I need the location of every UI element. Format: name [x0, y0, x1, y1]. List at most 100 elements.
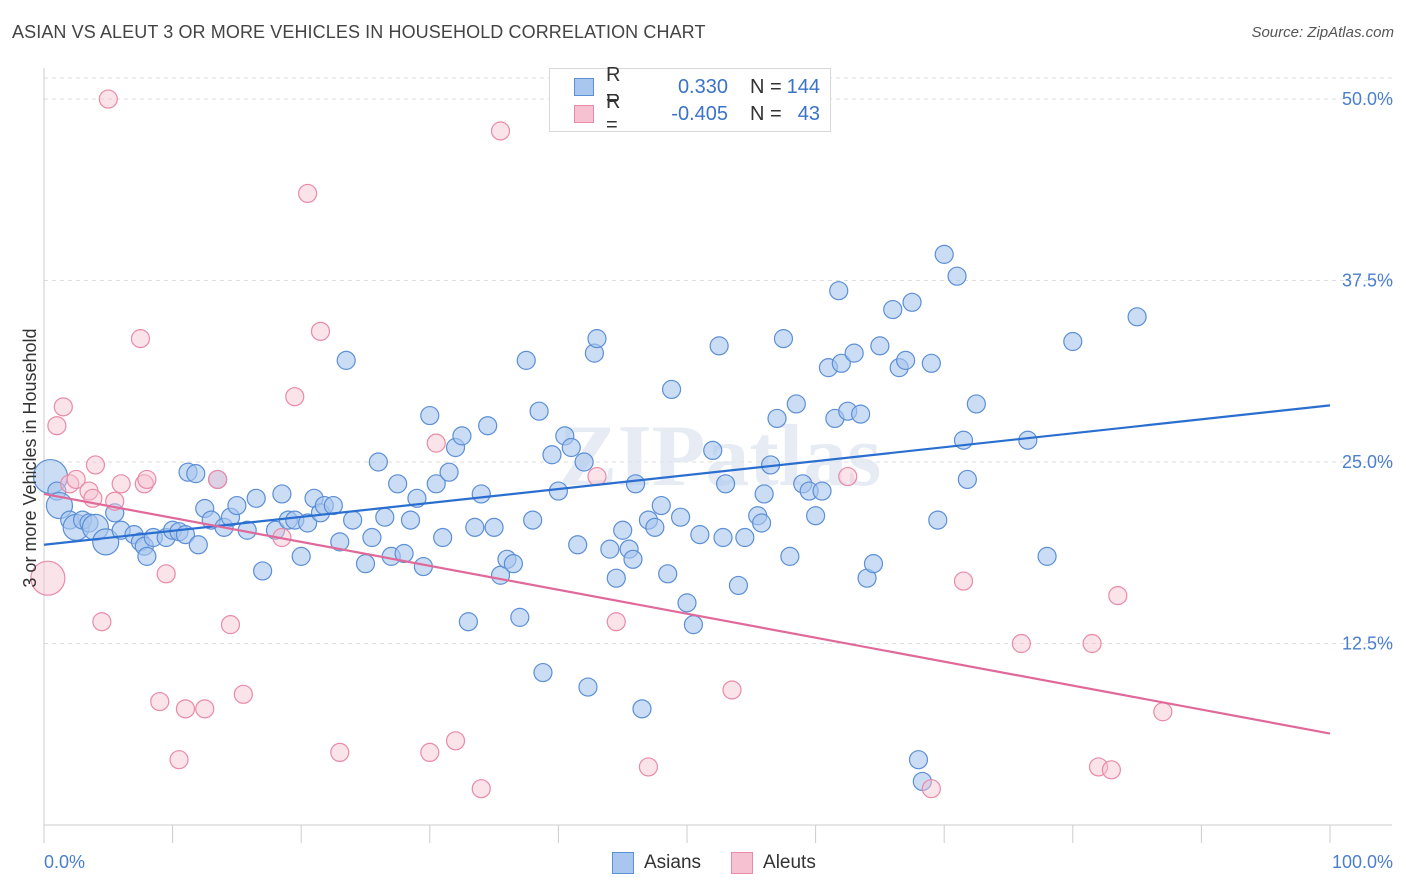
asian-point — [773, 329, 794, 349]
asian-point — [651, 495, 671, 516]
aleut-point — [310, 321, 331, 341]
aleut-point — [426, 433, 446, 453]
aleut-point — [285, 387, 305, 407]
aleut-point — [722, 680, 742, 700]
asian-point — [957, 469, 977, 490]
asian-point — [751, 513, 772, 533]
aleut-point — [169, 750, 189, 770]
legend-n-value: 43 — [797, 102, 820, 125]
aleut-point — [420, 742, 440, 763]
asian-point — [510, 607, 530, 627]
aleut-points — [30, 89, 1173, 799]
legend-r-value: -0.405 — [671, 102, 728, 125]
asian-point — [533, 662, 553, 683]
asian-point — [625, 474, 646, 494]
series-legend: Asians Aleuts — [612, 852, 846, 874]
aleut-legend-swatch — [731, 852, 754, 874]
asian-point — [658, 564, 678, 584]
asian-point — [728, 575, 749, 596]
aleut-point — [195, 699, 215, 719]
asian-point — [632, 699, 652, 719]
aleut-point — [1153, 702, 1173, 722]
asian-point — [458, 612, 478, 632]
asian-point — [272, 484, 292, 504]
asian-point — [703, 440, 723, 461]
asian-point — [433, 527, 453, 548]
asian-point — [186, 464, 206, 484]
asian-point — [966, 394, 986, 414]
aleut-point — [1108, 585, 1128, 606]
asian-point — [523, 510, 543, 530]
legend-n-value: 144 — [786, 75, 820, 98]
asian-point — [600, 539, 620, 559]
asian-point — [870, 336, 890, 356]
asian-point — [670, 507, 691, 527]
asian-point — [503, 554, 523, 574]
asian-point — [805, 506, 826, 526]
aleut-point — [1082, 633, 1102, 654]
y-tick-label: 25.0% — [1342, 452, 1393, 472]
grid-lines — [44, 77, 1392, 645]
asian-point — [831, 353, 851, 373]
aleut-point — [130, 329, 151, 349]
asian-point — [661, 379, 682, 400]
aleut-point — [156, 564, 176, 584]
y-tick-label: 12.5% — [1342, 634, 1393, 654]
aleut-point — [98, 89, 118, 109]
aleut-point — [92, 612, 112, 632]
asian-point — [253, 561, 273, 581]
asian-point — [623, 549, 643, 569]
tick-labels: 12.5% 25.0% 37.5% 50.0% 0.0% 100.0% — [44, 89, 1393, 872]
asian-point — [715, 474, 736, 494]
asian-point — [754, 484, 774, 504]
legend-row-aleuts: R = -0.405 N = 43 — [574, 91, 820, 136]
asian-point — [137, 546, 157, 566]
asian-point — [188, 535, 208, 555]
asian-point — [246, 488, 266, 508]
asian-point — [336, 350, 356, 370]
aleut-point — [233, 684, 253, 704]
asian-point — [606, 568, 626, 588]
aleut-point — [1011, 633, 1031, 654]
legend-item-aleuts: Aleuts — [731, 852, 816, 874]
asian-point — [683, 615, 704, 635]
asian-point — [478, 416, 498, 436]
asian-point — [516, 350, 536, 370]
asian-point — [921, 353, 941, 373]
asian-point — [883, 299, 903, 320]
asian-point — [375, 507, 395, 527]
aleut-point — [606, 612, 626, 632]
aleut-point — [137, 469, 157, 490]
aleut-point — [47, 416, 67, 436]
aleut-point — [220, 615, 241, 635]
asian-point — [388, 474, 408, 494]
asian-points — [32, 244, 1147, 792]
asian-point — [529, 401, 549, 421]
asian-point — [439, 462, 459, 482]
asian-point — [355, 554, 376, 574]
legend-r-label: R = — [606, 64, 621, 109]
asian-point — [677, 593, 697, 613]
aleut-point — [85, 455, 106, 475]
legend-n-label: N = — [750, 102, 782, 125]
asian-point — [767, 408, 787, 429]
aleut-point — [53, 397, 73, 417]
aleut-point — [471, 779, 491, 799]
asian-point — [735, 527, 755, 548]
asian-point — [471, 484, 491, 504]
aleut-point — [587, 466, 607, 487]
asian-point — [330, 532, 350, 552]
asian-point — [812, 481, 832, 501]
asian-point — [780, 546, 800, 566]
aleut-point — [445, 731, 466, 751]
asian-point — [465, 517, 485, 537]
asian-legend-swatch — [612, 852, 634, 874]
aleut-point — [30, 560, 66, 596]
aleut-point — [330, 742, 350, 763]
aleut-point — [953, 571, 974, 591]
asian-point — [452, 426, 472, 446]
asian-point — [323, 495, 343, 516]
asian-point — [484, 517, 504, 537]
asian-point — [690, 525, 710, 545]
asian-point — [896, 350, 916, 370]
